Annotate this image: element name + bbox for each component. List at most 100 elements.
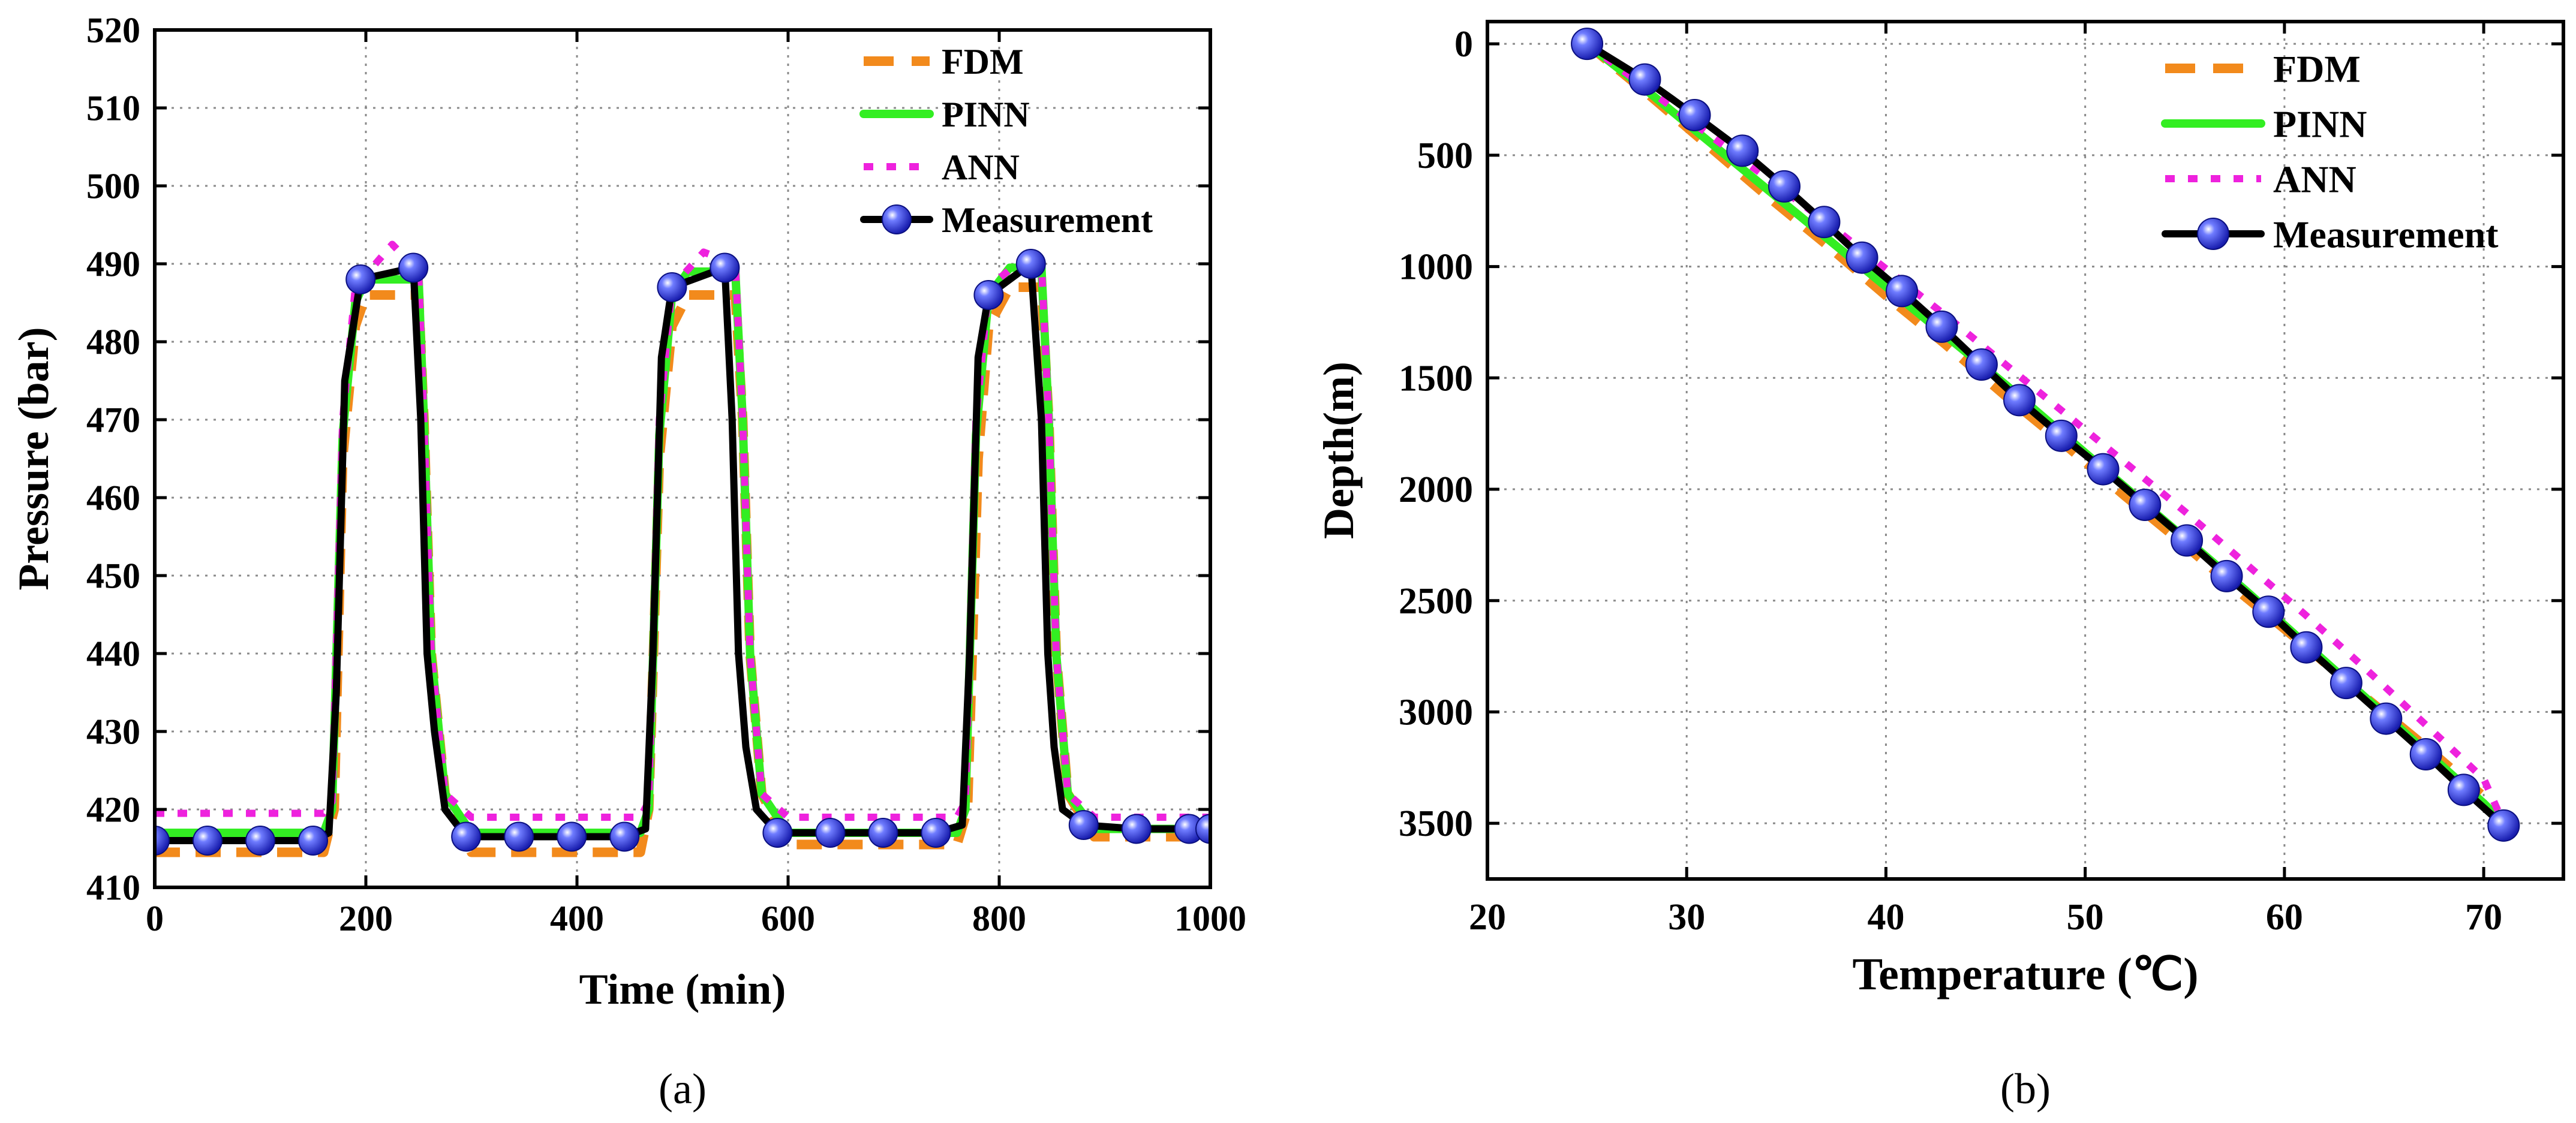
pressure-time-legend: FDM PINN ANN Measurement (859, 42, 1153, 240)
measurement-point (2045, 419, 2078, 452)
measurement-point (504, 821, 534, 852)
legend-marker (2197, 218, 2229, 250)
measurement-point (1768, 170, 1801, 203)
y-tick-label: 500 (1417, 136, 1473, 176)
measurement-point (1195, 814, 1210, 844)
measurement-point (921, 818, 951, 848)
measurement-point (1678, 99, 1711, 131)
x-tick-label: 400 (550, 899, 604, 938)
measurement-point (2129, 489, 2162, 521)
legend-label-measurement: Measurement (942, 200, 1153, 240)
x-tick-label: 60 (2266, 897, 2303, 938)
measurement-point (973, 280, 1004, 310)
panel-label: (b) (2000, 1065, 2051, 1113)
y-tick-label: 440 (86, 634, 140, 673)
legend-marker (882, 204, 912, 234)
x-tick-label: 30 (1668, 897, 1705, 938)
measurement-point (1015, 249, 1046, 279)
y-tick-label: 510 (86, 88, 140, 128)
measurement-point (298, 826, 328, 856)
measurement-point (557, 821, 587, 852)
depth-temperature-chart: 20 30 40 50 60 70 0 500 1000 1500 2000 2500 3000 3500… (1315, 20, 2565, 1113)
legend-label-pinn: PINN (942, 95, 1030, 134)
x-tick-label: 0 (146, 899, 164, 938)
pressure-time-ticks: 0 200 400 600 800 1000 410 420 430 440 450 460 470 48… (86, 10, 1246, 938)
measurement-point (2409, 738, 2442, 770)
y-tick-label: 2500 (1399, 581, 1473, 622)
depth-temperature-legend: FDM PINN ANN Measurement (2161, 47, 2499, 255)
fdm-line (155, 282, 1210, 857)
depth-temperature-plot-frame (1486, 20, 2565, 881)
y-tick-label: 450 (86, 556, 140, 595)
y-tick-label: 490 (86, 244, 140, 284)
measurement-point (193, 826, 223, 856)
measurement-point (815, 818, 846, 848)
y-tick-label: 460 (86, 478, 140, 517)
measurement-point (2447, 773, 2480, 806)
pressure-time-plot-frame (153, 28, 1212, 889)
y-tick-label: 480 (86, 322, 140, 362)
measurement-point (1628, 63, 1661, 96)
y-tick-label: 420 (86, 790, 140, 829)
depth-temperature-ticks: 20 30 40 50 60 70 0 500 1000 1500 2000 2500 3000 3500 (1399, 22, 2563, 938)
measurement-point (868, 818, 898, 848)
y-axis-title: Pressure (bar) (10, 327, 58, 590)
measurement-point (2210, 559, 2243, 592)
x-tick-label: 40 (1867, 897, 1904, 938)
y-tick-label: 2000 (1399, 469, 1473, 510)
y-tick-label: 1500 (1399, 358, 1473, 399)
x-tick-label: 50 (2067, 897, 2104, 938)
measurement-point (1571, 28, 1604, 61)
measurement-point (1726, 134, 1759, 167)
legend-label-pinn: PINN (2273, 103, 2367, 145)
y-tick-label: 0 (1454, 24, 1473, 65)
measurement-point (1925, 310, 1958, 343)
measurement-point (1068, 810, 1099, 840)
measurement-point (2087, 453, 2120, 486)
measurement-point (1886, 275, 1919, 308)
measurement-point (2290, 631, 2323, 664)
panel-label: (a) (659, 1065, 707, 1113)
y-tick-label: 430 (86, 712, 140, 751)
measurement-point (245, 826, 275, 856)
y-tick-label: 470 (86, 400, 140, 439)
legend-label-ann: ANN (942, 147, 1020, 187)
y-tick-label: 1000 (1399, 247, 1473, 288)
x-tick-label: 70 (2465, 897, 2502, 938)
measurement-point (398, 252, 429, 283)
measurement-point (2003, 384, 2036, 417)
pressure-time-grid (155, 30, 1210, 887)
depth-temperature-plot (1571, 28, 2520, 842)
y-tick-label: 520 (86, 10, 140, 50)
y-tick-label: 3500 (1399, 803, 1473, 844)
pressure-time-plot (155, 240, 1210, 857)
measurement-point (451, 821, 482, 852)
legend-label-measurement: Measurement (2273, 213, 2499, 255)
measurement-point (1808, 206, 1841, 239)
measurement-point (1965, 348, 1998, 381)
measurement-point (710, 252, 740, 283)
y-tick-label: 500 (86, 166, 140, 206)
x-tick-label: 20 (1469, 897, 1506, 938)
x-tick-label: 1000 (1174, 899, 1246, 938)
x-axis-title: Temperature (℃) (1852, 949, 2198, 999)
measurement-point (657, 272, 687, 302)
y-axis-title: Depth(m) (1315, 362, 1363, 539)
measurement-point (762, 818, 793, 848)
measurement-point (2171, 524, 2204, 557)
measurement-point (1121, 814, 1152, 844)
x-tick-label: 200 (339, 899, 393, 938)
measurement-point (2487, 809, 2520, 842)
legend-label-fdm: FDM (2273, 47, 2361, 90)
pressure-time-chart: 0 200 400 600 800 1000 410 420 430 440 450 460 470 48… (10, 10, 1246, 1113)
legend-label-ann: ANN (2273, 158, 2356, 200)
x-tick-label: 600 (761, 899, 815, 938)
measurement-point (2370, 702, 2403, 735)
y-tick-label: 410 (86, 868, 140, 907)
measurement-point (1845, 241, 1878, 274)
measurement-point (2329, 667, 2362, 700)
y-tick-label: 3000 (1399, 693, 1473, 733)
measurement-point (609, 821, 640, 852)
measurement-point (2252, 595, 2285, 628)
legend-label-fdm: FDM (942, 42, 1024, 82)
